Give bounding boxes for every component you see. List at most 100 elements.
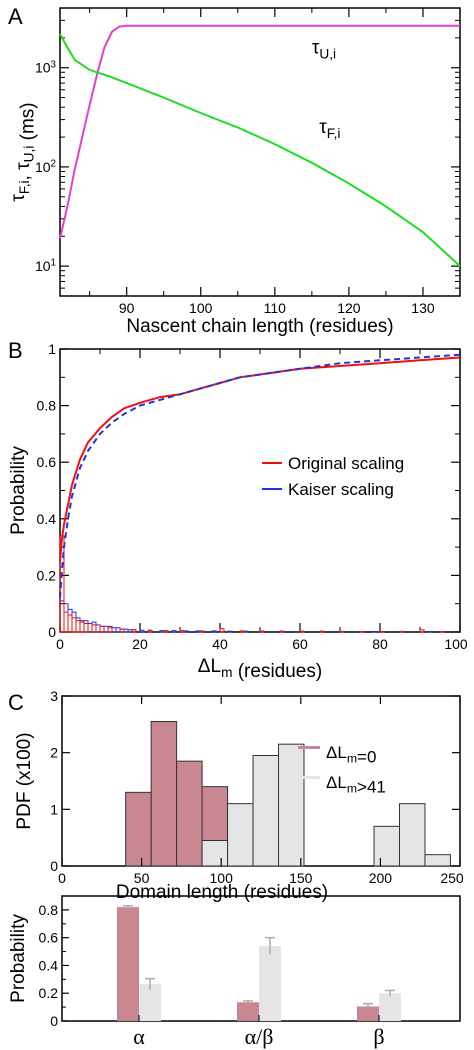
histogram-bar (139, 629, 145, 633)
y-axis-title: PDF (x100) (14, 732, 35, 829)
x-axis-title: Nascent chain length (residues) (126, 316, 393, 337)
histogram-bar (211, 630, 217, 633)
histogram-bar (91, 624, 97, 633)
histogram-bar (227, 803, 254, 867)
plot-frame (59, 348, 461, 633)
histogram-bar (67, 608, 73, 633)
histogram-bar (67, 614, 73, 633)
y-tick-label: 1 (50, 801, 58, 817)
legend-label: ΔLm=0 (326, 743, 376, 766)
x-tick-label: 250 (440, 870, 464, 886)
y-tick-label: 0.6 (39, 930, 59, 946)
y-tick-label: 101 (35, 258, 56, 274)
legend-label: ΔLm>41 (326, 773, 386, 796)
histogram-bar (95, 624, 101, 633)
x-tick-label: 100 (444, 636, 468, 652)
histogram-bar (63, 603, 69, 633)
category-bar (259, 946, 281, 1021)
x-tick-label: 110 (264, 300, 287, 316)
category-bar (117, 907, 139, 1021)
histogram-bar (99, 625, 105, 633)
legend-label: Kaiser scaling (288, 480, 394, 499)
y-tick-label: 0.2 (37, 567, 57, 583)
y-tick-label: 102 (35, 159, 56, 175)
histogram-bar (127, 629, 133, 633)
plot-frame (59, 7, 461, 297)
histogram-bar (103, 625, 109, 633)
histogram-bar (399, 803, 426, 867)
histogram-bar (424, 854, 451, 867)
x-tick-label: 120 (337, 300, 361, 316)
y-axis-title: Probability (8, 446, 29, 535)
y-tick-label: 0 (48, 624, 56, 640)
histogram-bar (91, 621, 97, 633)
x-axis-title: Domain length (residues) (116, 882, 328, 903)
histogram-bar (107, 625, 113, 633)
histogram-bar (219, 628, 225, 633)
y-tick-label: 3 (50, 688, 58, 704)
histogram-bar (131, 629, 137, 633)
series-line-tau_F (59, 33, 461, 267)
histogram-bar (201, 840, 229, 867)
x-tick-label: 0 (58, 870, 66, 886)
legend-swatch (298, 776, 320, 779)
category-bar (237, 1002, 259, 1021)
histogram-bar (199, 630, 205, 633)
histogram-bar (279, 630, 285, 633)
x-tick-label: 60 (292, 636, 308, 652)
histogram-bar (179, 630, 185, 633)
histogram-bar (87, 623, 93, 633)
series-line-tau_U (59, 24, 460, 239)
y-axis-title: Probability (8, 914, 29, 1003)
y-tick-label: 0 (50, 1013, 58, 1029)
x-tick-label: 20 (132, 636, 148, 652)
y-axis-title: τF,i, τU,i (ms) (8, 102, 39, 201)
histogram-bar (379, 630, 385, 633)
panel-label-a: A (8, 4, 23, 29)
x-tick-label: 130 (411, 300, 435, 316)
histogram-bar (63, 611, 69, 633)
histogram-bar (125, 791, 152, 867)
histogram-bar (399, 630, 405, 633)
chart-panel-a: 101 102 103 90 100 110 120 130 τU,i τF,i Nascent c… (8, 7, 461, 337)
y-tick-label: 1 (48, 341, 56, 357)
x-tick-label: 0 (56, 636, 64, 652)
histogram-bar (83, 620, 89, 633)
category-label: α/β (245, 1024, 274, 1049)
annotation-tau-f: τF,i (319, 117, 340, 141)
histogram-bar (319, 630, 325, 633)
panel-label-c: C (8, 690, 24, 715)
histogram-bar (176, 760, 203, 867)
y-tick-label: 0.4 (39, 957, 59, 973)
cdf-line-kaiser-scaling (59, 353, 461, 599)
histogram-bar (71, 611, 77, 633)
histogram-bar (71, 617, 77, 633)
histogram-bar (150, 721, 178, 867)
x-tick-label: 90 (119, 300, 135, 316)
legend-swatch (298, 746, 320, 749)
x-tick-label: 40 (212, 636, 228, 652)
histogram-bar (75, 617, 81, 633)
y-tick-label: 0.8 (39, 902, 59, 918)
category-bar (379, 993, 401, 1021)
x-tick-label: 80 (372, 636, 388, 652)
histogram-bar (373, 825, 401, 867)
category-bar (139, 984, 161, 1021)
histogram-bar (427, 630, 433, 633)
x-tick-label: 200 (369, 870, 393, 886)
histogram-bar (99, 625, 105, 633)
histogram-bar (227, 630, 233, 633)
histogram-bar (79, 621, 85, 633)
histogram-bar (239, 630, 245, 633)
histogram-bar (163, 630, 169, 633)
y-tick-label: 103 (35, 59, 57, 75)
x-tick-label: 50 (134, 870, 150, 886)
legend-label: Original scaling (288, 454, 404, 473)
histogram-bar (299, 630, 305, 633)
y-tick-label: 0 (50, 858, 58, 874)
x-axis-title: ΔLm (residues) (198, 656, 322, 682)
histogram-bar (278, 743, 305, 867)
chart-panel-c: 0 1 2 3 0 50 100 150 200 250 ΔLm=0 ΔLm>41 Domain len… (14, 688, 464, 903)
histogram-bar (371, 630, 377, 633)
